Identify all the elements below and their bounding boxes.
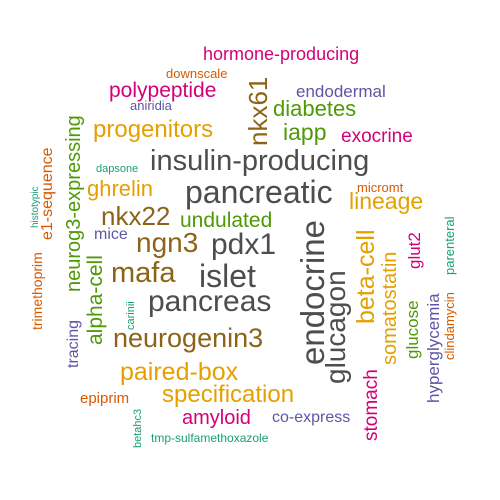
- word-pdx1: pdx1: [211, 228, 277, 261]
- word-lineage: lineage: [349, 188, 424, 214]
- word-glucagon: glucagon: [320, 270, 351, 384]
- word-polypeptide: polypeptide: [109, 79, 217, 102]
- word-pancreatic: pancreatic: [185, 174, 333, 210]
- word-hormone-producing: hormone-producing: [203, 44, 360, 64]
- word-e1-sequence: e1-sequence: [39, 147, 56, 240]
- word-progenitors: progenitors: [93, 116, 214, 143]
- word-aniridia: aniridia: [130, 98, 172, 113]
- word-dapsone: dapsone: [96, 163, 139, 175]
- word-micromt: micromt: [357, 180, 404, 195]
- word-co-express: co-express: [272, 409, 351, 426]
- word-insulin-producing: insulin-producing: [150, 145, 370, 177]
- word-exocrine: exocrine: [341, 126, 413, 147]
- word-paired-box: paired-box: [120, 358, 239, 386]
- word-downscale: downscale: [166, 66, 228, 81]
- word-mafa: mafa: [111, 257, 176, 289]
- word-tracing: tracing: [65, 319, 82, 368]
- word-glucose: glucose: [403, 300, 422, 359]
- word-betahc3: betahc3: [132, 408, 144, 448]
- word-somatostatin: somatostatin: [379, 251, 401, 365]
- word-specification: specification: [162, 381, 295, 408]
- word-parenteral: parenteral: [442, 216, 457, 275]
- word-neurogenin3: neurogenin3: [113, 323, 264, 353]
- word-amyloid: amyloid: [182, 407, 251, 429]
- word-neurog3-expressing: neurog3-expressing: [63, 115, 85, 292]
- word-histotypic: histotypic: [30, 186, 41, 228]
- word-diabetes: diabetes: [273, 96, 357, 121]
- word-tmp-sulfamethoxazole: tmp-sulfamethoxazole: [151, 431, 269, 445]
- word-ghrelin: ghrelin: [87, 176, 154, 201]
- word-mice: mice: [94, 226, 128, 243]
- word-endodermal: endodermal: [296, 82, 386, 101]
- word-hyperglycemia: hyperglycemia: [424, 293, 443, 403]
- word-glut2: glut2: [405, 232, 424, 269]
- word-nkx22: nkx22: [101, 201, 171, 231]
- word-pancreas: pancreas: [148, 285, 272, 318]
- word-ngn3: ngn3: [136, 227, 199, 258]
- word-nkx61: nkx61: [243, 76, 273, 146]
- word-beta-cell: beta-cell: [352, 229, 380, 325]
- word-iapp: iapp: [283, 119, 327, 145]
- word-epiprim: epiprim: [80, 390, 130, 407]
- word-trimethoprim: trimethoprim: [29, 252, 45, 330]
- word-alpha-cell: alpha-cell: [84, 255, 107, 345]
- word-clindamycin: clindamycin: [442, 292, 457, 360]
- word-undulated: undulated: [180, 209, 273, 232]
- word-islet: islet: [199, 258, 256, 294]
- word-stomach: stomach: [361, 369, 382, 441]
